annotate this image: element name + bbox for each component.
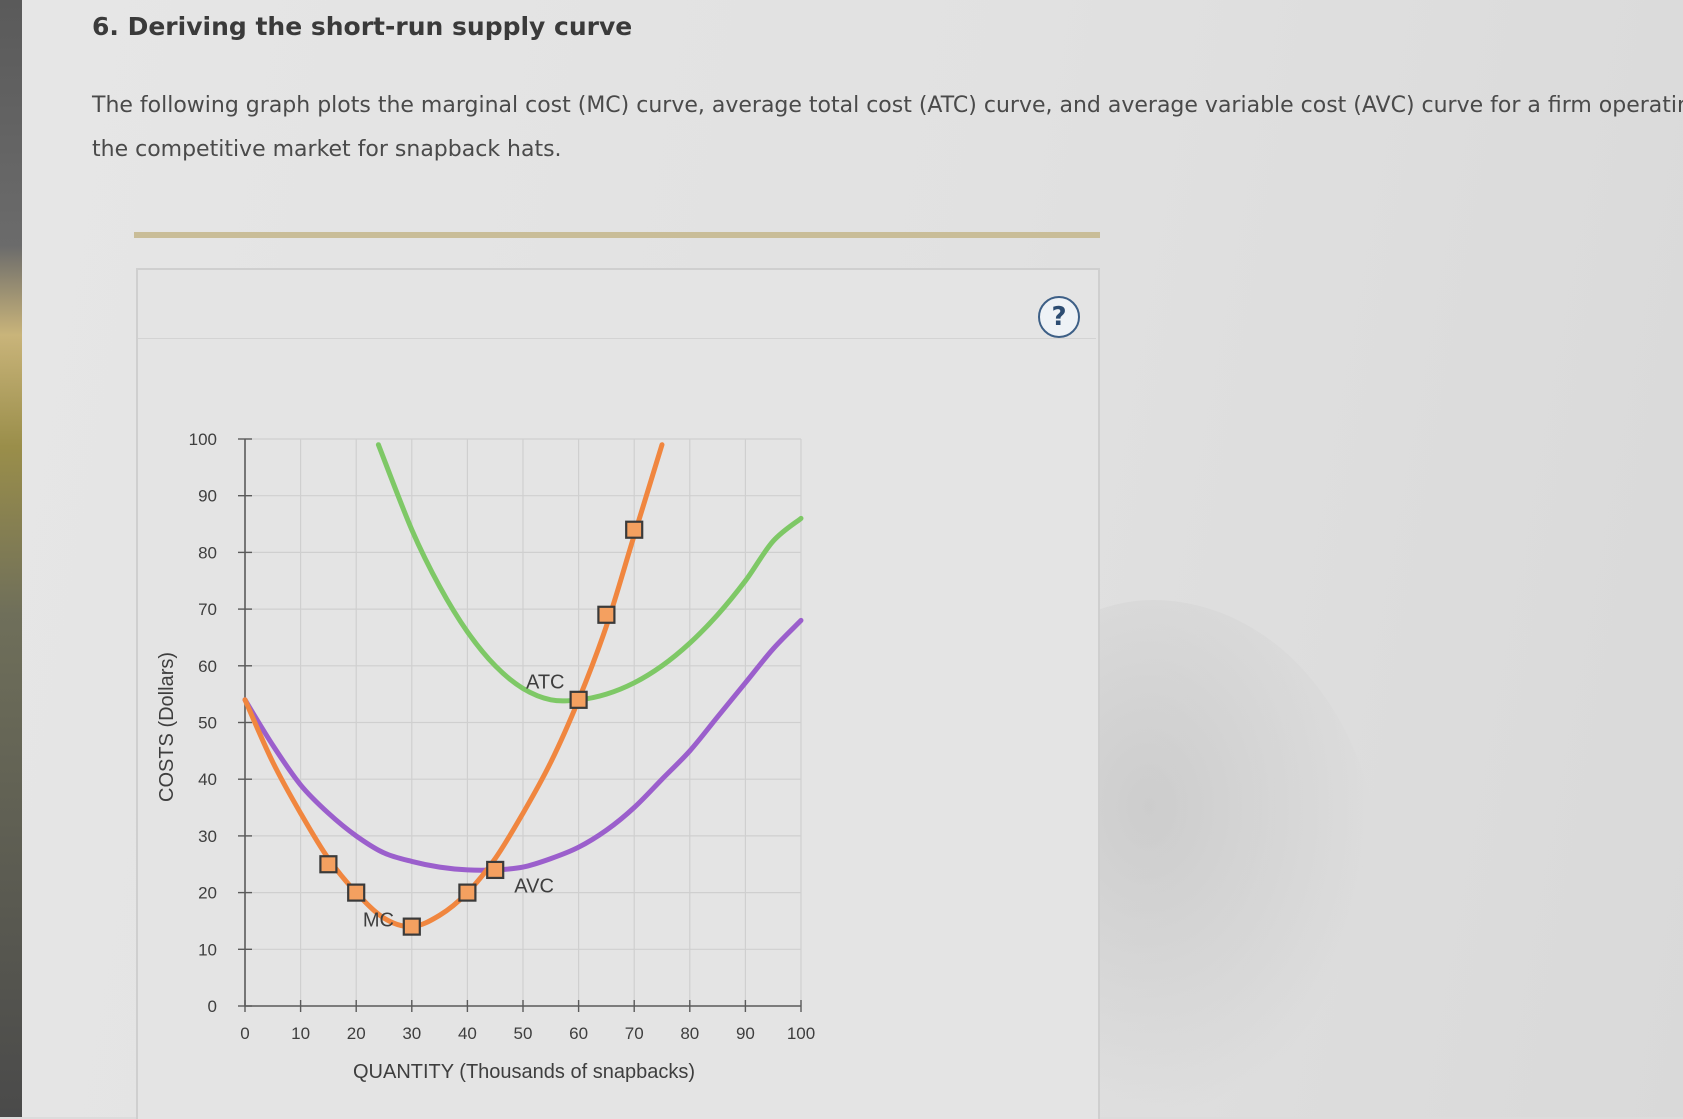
section-divider xyxy=(134,232,1100,238)
graph-panel xyxy=(136,268,1100,1119)
y-tick-label: 10 xyxy=(198,940,217,959)
intro-line-1: The following graph plots the marginal c… xyxy=(92,93,1683,118)
curve-label-mc: MC xyxy=(363,910,394,932)
chart-grid xyxy=(245,438,802,1006)
y-tick-label: 0 xyxy=(208,997,217,1016)
mc-point-marker[interactable] xyxy=(569,690,588,709)
mc-point-marker[interactable] xyxy=(625,520,644,539)
y-tick-label: 50 xyxy=(198,714,217,733)
x-tick-label: 40 xyxy=(458,1024,477,1043)
chart-markers[interactable] xyxy=(319,520,644,936)
help-icon[interactable]: ? xyxy=(1038,296,1080,338)
intro-line-2: the competitive market for snapback hats… xyxy=(92,137,562,162)
series-line-avc xyxy=(242,617,804,873)
mc-point-marker[interactable] xyxy=(486,860,505,880)
intro-text: The following graph plots the marginal c… xyxy=(92,84,1683,172)
x-tick-label: 90 xyxy=(736,1024,755,1043)
y-tick-label: 100 xyxy=(189,430,217,449)
x-tick-label: 80 xyxy=(680,1024,699,1043)
x-tick-label: 30 xyxy=(402,1024,421,1043)
y-tick-label: 30 xyxy=(198,827,217,846)
chart-axes: 0 10 20 30 40 50 60 70 80 90 100 0 10 20 30 40 50 60 70 80 9… xyxy=(189,430,816,1043)
y-tick-label: 60 xyxy=(198,657,217,676)
mc-point-marker[interactable] xyxy=(347,883,366,902)
y-tick-label: 20 xyxy=(198,884,217,903)
series-line-atc xyxy=(375,442,804,704)
x-tick-label: 10 xyxy=(291,1024,310,1043)
mc-point-marker[interactable] xyxy=(402,917,421,936)
series-line-mc xyxy=(242,442,665,930)
curve-label-avc: AVC xyxy=(514,876,554,898)
curve-label-atc: ATC xyxy=(526,671,565,693)
y-tick-label: 70 xyxy=(198,600,217,619)
y-tick-label: 90 xyxy=(198,487,217,506)
panel-header-line xyxy=(138,338,1096,339)
question-title: 6. Deriving the short-run supply curve xyxy=(92,12,633,41)
y-axis-label: COSTS (Dollars) xyxy=(156,652,178,802)
mc-point-marker[interactable] xyxy=(597,605,616,624)
x-tick-label: 20 xyxy=(347,1024,366,1043)
x-tick-label: 0 xyxy=(240,1024,249,1043)
x-tick-label: 50 xyxy=(514,1024,533,1043)
chart-labels: MC ATC AVC xyxy=(363,671,565,931)
x-tick-label: 100 xyxy=(787,1024,815,1043)
x-axis-label: QUANTITY (Thousands of snapbacks) xyxy=(353,1061,695,1083)
x-tick-label: 60 xyxy=(569,1024,588,1043)
mc-point-marker[interactable] xyxy=(319,855,338,874)
y-tick-label: 80 xyxy=(198,543,217,562)
left-edge-background xyxy=(0,0,22,1117)
mc-point-marker[interactable] xyxy=(458,883,477,902)
y-tick-label: 40 xyxy=(198,770,217,789)
x-tick-label: 70 xyxy=(625,1024,644,1043)
